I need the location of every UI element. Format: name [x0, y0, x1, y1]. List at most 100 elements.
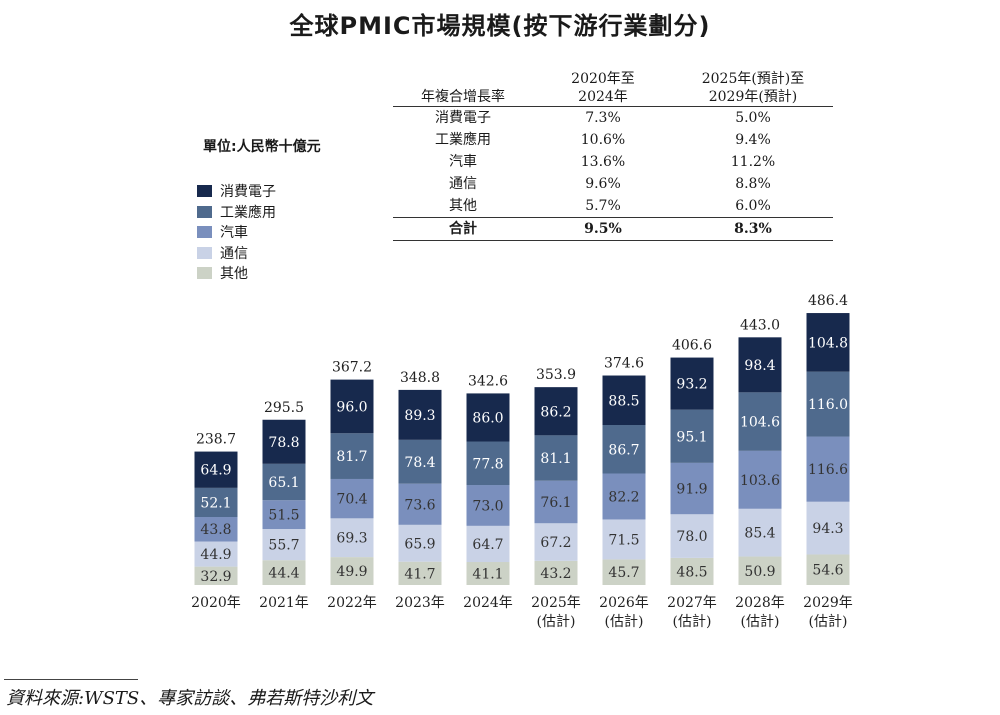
cagr-row-label: 通信	[449, 176, 477, 192]
bar-segment	[398, 389, 442, 440]
data-label: 54.6	[812, 563, 843, 579]
data-label: 116.6	[808, 462, 848, 478]
data-label: 55.7	[268, 538, 299, 554]
total-label: 295.5	[264, 400, 304, 416]
cagr-row-value: 13.6%	[580, 154, 626, 170]
data-label: 104.6	[740, 415, 780, 431]
cagr-row: 消費電子 7.3% 5.0%	[393, 107, 833, 130]
bar-segment	[670, 557, 714, 585]
bar-segment	[806, 371, 850, 437]
data-label: 93.2	[676, 377, 707, 393]
data-label: 96.0	[336, 399, 367, 415]
chart-title: 全球PMIC市場規模(按下游行業劃分)	[289, 12, 711, 40]
cagr-table: 年複合增長率 2020年至 2024年 2025年(預計)至 2029年(預計) 消…	[393, 70, 833, 241]
data-label: 32.9	[200, 569, 231, 585]
legend-item: 汽車	[197, 222, 276, 243]
bar-segment	[262, 500, 306, 530]
data-label: 64.9	[200, 463, 231, 479]
data-label: 82.2	[608, 489, 639, 505]
legend-label: 消費電子	[220, 184, 276, 201]
bar-segment	[466, 485, 510, 526]
bar-segment	[330, 518, 374, 558]
bar-segment	[398, 439, 442, 484]
total-label: 367.2	[332, 360, 372, 376]
bar-segment	[534, 435, 578, 481]
bar-segment	[806, 554, 850, 585]
data-label: 50.9	[744, 564, 775, 580]
cagr-row-value: 6.0%	[735, 198, 771, 214]
data-label: 69.3	[336, 531, 367, 547]
source-note: 資料來源:WSTS、專家訪談、弗若斯特沙利文	[6, 688, 374, 709]
data-label: 43.2	[540, 566, 571, 582]
bar-segment	[806, 501, 850, 555]
data-label: 88.5	[608, 393, 639, 409]
data-label: 86.7	[608, 442, 639, 458]
data-label: 43.8	[200, 522, 231, 538]
bar-segment	[670, 357, 714, 410]
bar-segment	[398, 561, 442, 585]
bar-segment	[670, 514, 714, 558]
legend-item: 工業應用	[197, 202, 276, 223]
total-label: 238.7	[196, 432, 236, 448]
cagr-header-label: 年複合增長率	[393, 70, 533, 107]
x-tick-label: (估計)	[741, 614, 780, 630]
x-tick-label: (估計)	[605, 614, 644, 630]
bar-segment	[466, 441, 510, 486]
bar-segment	[534, 387, 578, 436]
legend-swatch	[197, 205, 212, 218]
cagr-row: 其他 5.7% 6.0%	[393, 195, 833, 218]
data-label: 104.8	[808, 335, 848, 351]
data-label: 94.3	[812, 521, 843, 537]
total-label: 486.4	[808, 293, 848, 309]
bar-segment	[194, 487, 238, 517]
cagr-row: 汽車 13.6% 11.2%	[393, 151, 833, 173]
x-tick-label: 2025年	[531, 595, 581, 611]
x-tick-label: 2029年	[803, 595, 853, 611]
bar-segment	[194, 566, 238, 585]
cagr-row-value: 7.3%	[585, 110, 621, 126]
bar-segment	[262, 463, 306, 501]
bar-segment	[330, 557, 374, 585]
legend-item: 通信	[197, 243, 276, 264]
data-label: 103.6	[740, 473, 780, 489]
x-tick-label: (估計)	[537, 614, 576, 630]
data-label: 91.9	[676, 482, 707, 498]
bar-segment	[534, 523, 578, 561]
x-tick-label: 2023年	[395, 595, 445, 611]
data-label: 64.7	[472, 537, 503, 553]
cagr-row-label: 其他	[449, 198, 477, 214]
legend-swatch	[197, 267, 212, 280]
total-label: 443.0	[740, 317, 780, 333]
bar-segment	[534, 560, 578, 585]
cagr-total-2020-2024: 9.5%	[533, 217, 673, 241]
cagr-row: 工業應用 10.6% 9.4%	[393, 129, 833, 151]
x-tick-label: (估計)	[809, 614, 848, 630]
data-label: 85.4	[744, 526, 775, 542]
bar-segment	[670, 409, 714, 463]
cagr-total-label: 合計	[393, 217, 533, 241]
bar-segment	[806, 313, 850, 372]
data-label: 78.0	[676, 529, 707, 545]
data-label: 73.6	[404, 497, 435, 513]
data-label: 81.7	[336, 449, 367, 465]
legend-label: 汽車	[220, 225, 248, 242]
data-label: 49.9	[336, 564, 367, 580]
cagr-row-value: 9.4%	[735, 132, 771, 148]
cagr-header-2025-2029: 2025年(預計)至 2029年(預計)	[673, 70, 833, 107]
data-label: 65.9	[404, 536, 435, 552]
data-label: 76.1	[540, 495, 571, 511]
cagr-row-value: 10.6%	[580, 132, 626, 148]
data-label: 41.7	[404, 566, 435, 582]
total-label: 374.6	[604, 356, 644, 372]
x-tick-label: 2027年	[667, 595, 717, 611]
bar-segment	[738, 392, 782, 451]
data-label: 78.8	[268, 435, 299, 451]
legend-label: 通信	[220, 245, 248, 262]
data-label: 95.1	[676, 429, 707, 445]
bar-segment	[738, 450, 782, 509]
cagr-row-value: 8.8%	[735, 176, 771, 192]
data-label: 77.8	[472, 456, 503, 472]
x-tick-label: 2020年	[191, 595, 241, 611]
legend-swatch	[197, 185, 212, 198]
cagr-total-2025-2029: 8.3%	[673, 217, 833, 241]
